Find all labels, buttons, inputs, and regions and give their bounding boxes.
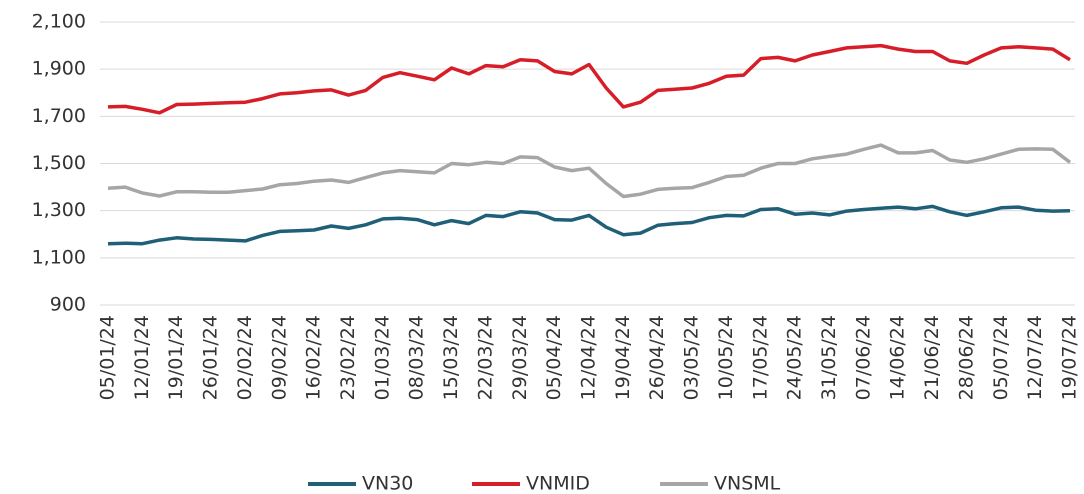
legend-label: VN30: [362, 473, 413, 494]
x-tick-label: 15/03/24: [440, 315, 462, 400]
x-tick-label: 14/06/24: [887, 315, 909, 400]
x-tick-label: 07/06/24: [852, 315, 874, 400]
x-tick-label: 02/02/24: [234, 315, 256, 400]
x-tick-label: 12/01/24: [131, 315, 153, 400]
x-tick-label: 08/03/24: [406, 315, 428, 400]
x-tick-label: 29/03/24: [509, 315, 531, 400]
x-tick-label: 22/03/24: [474, 315, 496, 400]
y-tick-label: 2,100: [32, 11, 86, 33]
x-tick-label: 17/05/24: [749, 315, 771, 400]
x-tick-label: 31/05/24: [818, 315, 840, 400]
x-tick-label: 26/04/24: [646, 315, 668, 400]
y-tick-label: 1,300: [32, 199, 86, 221]
legend-label: VNMID: [526, 473, 590, 494]
x-tick-label: 10/05/24: [715, 315, 737, 400]
series-line: [107, 143, 1072, 199]
x-tick-label: 28/06/24: [955, 315, 977, 400]
series-line: [107, 43, 1071, 115]
x-tick-label: 05/07/24: [990, 315, 1012, 400]
series-line: [107, 204, 1071, 246]
y-tick-label: 1,100: [32, 246, 86, 268]
y-tick-label: 1,700: [32, 105, 86, 127]
x-tick-label: 12/04/24: [578, 315, 600, 400]
x-tick-label: 12/07/24: [1024, 315, 1046, 400]
x-tick-label: 24/05/24: [784, 315, 806, 400]
x-tick-label: 26/01/24: [200, 315, 222, 400]
legend-label: VNSML: [714, 473, 781, 494]
x-tick-label: 21/06/24: [921, 315, 943, 400]
x-tick-label: 19/07/24: [1059, 315, 1081, 400]
y-tick-label: 900: [50, 294, 86, 316]
x-tick-label: 16/02/24: [303, 315, 325, 400]
x-tick-label: 05/04/24: [543, 315, 565, 400]
x-tick-label: 03/05/24: [681, 315, 703, 400]
x-tick-label: 19/04/24: [612, 315, 634, 400]
y-tick-label: 1,500: [32, 152, 86, 174]
x-tick-label: 01/03/24: [371, 315, 393, 400]
x-tick-label: 05/01/24: [97, 315, 119, 400]
x-tick-label: 19/01/24: [165, 315, 187, 400]
x-tick-label: 09/02/24: [268, 315, 290, 400]
x-tick-label: 23/02/24: [337, 315, 359, 400]
y-tick-label: 1,900: [32, 58, 86, 80]
